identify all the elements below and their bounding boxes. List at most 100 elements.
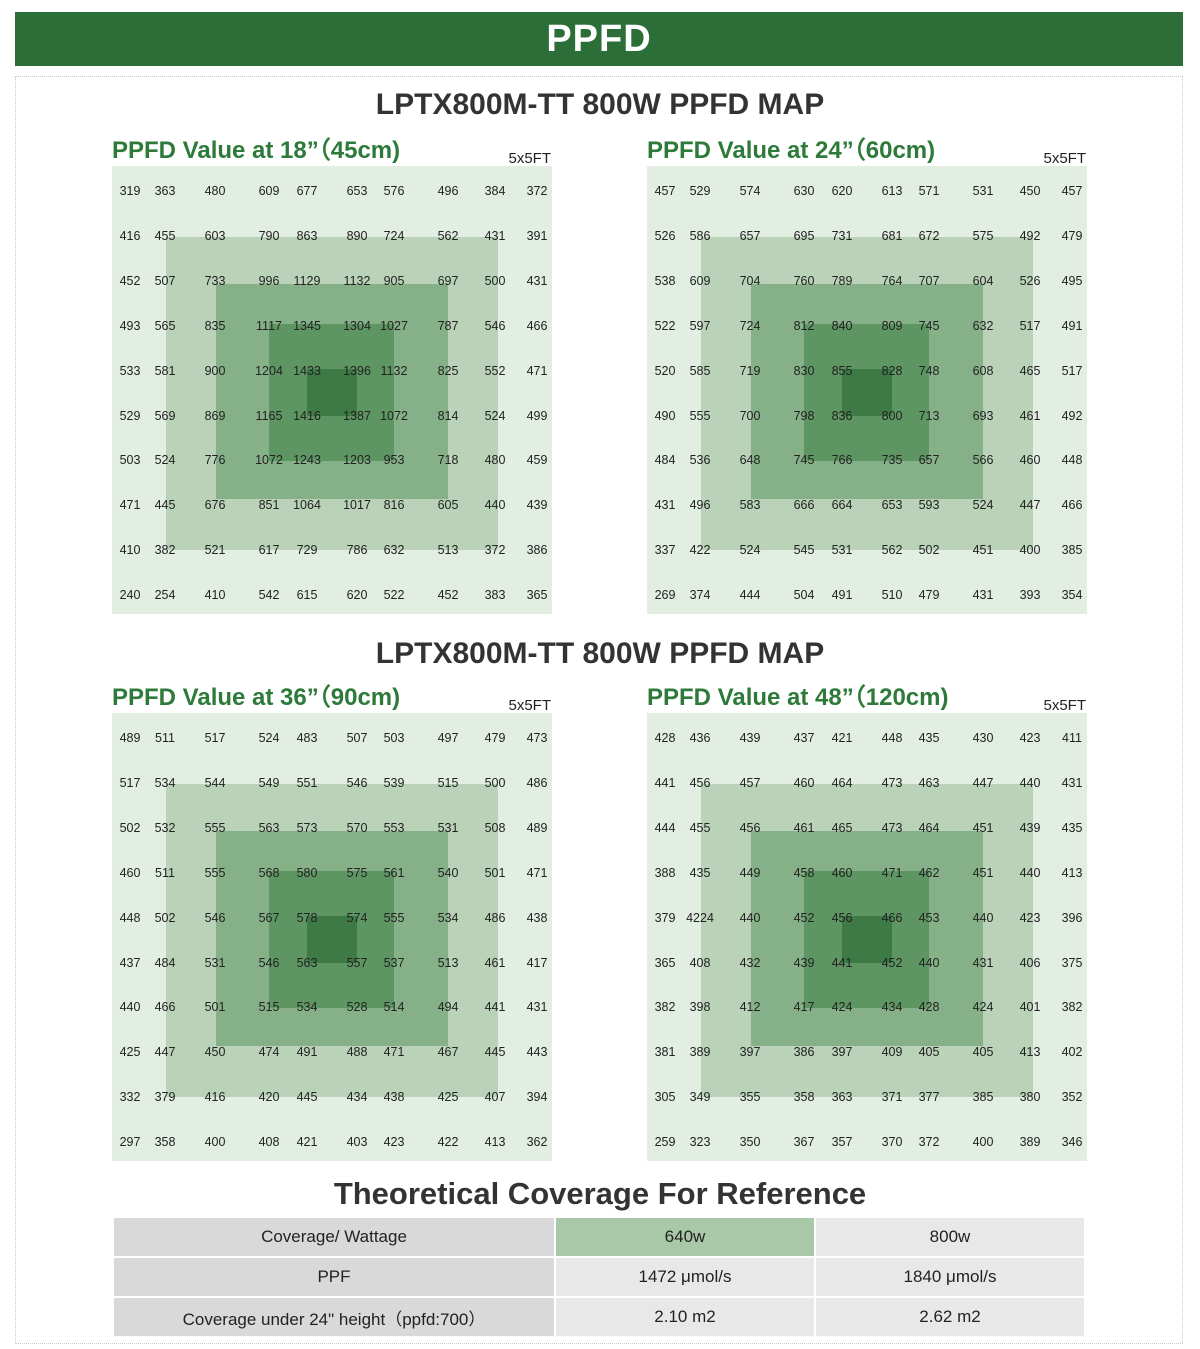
ppfd-value-cell: 438 [383,1090,405,1104]
ppfd-value-cell: 729 [296,543,318,557]
ppfd-value-cell: 409 [881,1045,903,1059]
ppfd-value-cell: 538 [654,274,676,288]
ppfd-value-cell: 653 [346,184,368,198]
ppfd-value-cell: 836 [831,409,853,423]
ppfd-value-cell: 855 [831,364,853,378]
ppfd-value-cell: 319 [119,184,141,198]
ppfd-value-cell: 463 [918,776,940,790]
ppfd-value-cell: 786 [346,543,368,557]
ppfd-value-cell: 653 [881,498,903,512]
ppfd-value-cell: 565 [154,319,176,333]
ppfd-value-cell: 489 [119,731,141,745]
ppfd-value-cell: 460 [831,866,853,880]
ppfd-value-cell: 444 [739,588,761,602]
ppfd-value-cell: 562 [881,543,903,557]
ppfd-value-cell: 464 [918,821,940,835]
heatmap-intensity-zone-4 [307,369,357,416]
ppfd-value-cell: 385 [972,1090,994,1104]
ppfd-value-cell: 447 [972,776,994,790]
ppfd-value-cell: 452 [119,274,141,288]
ppfd-value-cell: 431 [972,588,994,602]
ppfd-value-cell: 425 [437,1090,459,1104]
ppfd-value-cell: 424 [831,1000,853,1014]
ppfd-value-cell: 382 [654,1000,676,1014]
ppfd-value-cell: 473 [881,821,903,835]
ppfd-value-cell: 381 [654,1045,676,1059]
coverage-row-ppf: PPF 1472 μmol/s 1840 μmol/s [112,1256,1086,1298]
ppfd-value-cell: 693 [972,409,994,423]
ppfd-value-cell: 439 [526,498,548,512]
ppfd-value-cell: 583 [739,498,761,512]
ppfd-value-cell: 337 [654,543,676,557]
ppfd-value-cell: 450 [204,1045,226,1059]
ppfd-value-cell: 1433 [293,364,321,378]
ppfd-value-cell: 416 [204,1090,226,1104]
ppfd-value-cell: 386 [526,543,548,557]
ppfd-value-cell: 398 [689,1000,711,1014]
ppfd-value-cell: 499 [526,409,548,423]
ppfd-value-cell: 615 [296,588,318,602]
ppfd-value-cell: 346 [1061,1135,1083,1149]
ppfd-value-cell: 440 [1019,776,1041,790]
ppfd-value-cell: 672 [918,229,940,243]
ppfd-value-cell: 586 [689,229,711,243]
ppfd-value-cell: 254 [154,588,176,602]
ppfd-value-cell: 502 [154,911,176,925]
ppfd-value-cell: 570 [346,821,368,835]
ppfd-value-cell: 790 [258,229,280,243]
ppfd-value-cell: 700 [739,409,761,423]
ppfd-value-cell: 534 [437,911,459,925]
ppfd-value-cell: 1072 [380,409,408,423]
ppfd-value-cell: 731 [831,229,853,243]
ppfd-value-cell: 417 [526,956,548,970]
ppfd-value-cell: 349 [689,1090,711,1104]
ppfd-value-cell: 486 [526,776,548,790]
ppfd-value-cell: 825 [437,364,459,378]
ppfd-value-cell: 534 [296,1000,318,1014]
ppfd-value-cell: 421 [831,731,853,745]
ppfd-value-cell: 458 [793,866,815,880]
ppfd-value-cell: 332 [119,1090,141,1104]
ppfd-value-cell: 511 [155,731,175,745]
coverage-ppf-label: PPF [112,1256,556,1298]
ppfd-value-cell: 1304 [343,319,371,333]
ppfd-value-cell: 350 [739,1135,761,1149]
ppfd-value-cell: 455 [154,229,176,243]
ppfd-value-cell: 379 [654,911,676,925]
ppfd-value-cell: 733 [204,274,226,288]
ppfd-heatmap-24in: 457 529 574 630 620 613 571 531 450 457 526 586 657 6… [647,166,1087,614]
ppfd-value-cell: 447 [154,1045,176,1059]
ppfd-value-cell: 466 [1061,498,1083,512]
ppfd-value-cell: 371 [881,1090,903,1104]
ppfd-value-cell: 561 [383,866,405,880]
ppfd-value-cell: 358 [793,1090,815,1104]
ppfd-value-cell: 500 [484,776,506,790]
ppfd-value-cell: 492 [1061,409,1083,423]
ppfd-value-cell: 532 [154,821,176,835]
ppfd-value-cell: 488 [346,1045,368,1059]
ppfd-value-cell: 1165 [255,409,283,423]
ppfd-value-cell: 531 [204,956,226,970]
page-header: PPFD [15,12,1183,66]
ppfd-value-cell: 388 [654,866,676,880]
ppfd-value-cell: 397 [831,1045,853,1059]
coverage-table: Coverage/ Wattage 640w 800w PPF 1472 μmo… [112,1216,1086,1338]
ppfd-value-cell: 517 [204,731,226,745]
ppfd-value-cell: 466 [526,319,548,333]
ppfd-value-cell: 431 [972,956,994,970]
ppfd-value-cell: 385 [1061,543,1083,557]
ppfd-value-cell: 492 [1019,229,1041,243]
ppfd-value-cell: 440 [739,911,761,925]
ppfd-value-cell: 568 [258,866,280,880]
ppfd-value-cell: 529 [689,184,711,198]
ppfd-value-cell: 905 [383,274,405,288]
ppfd-value-cell: 608 [972,364,994,378]
ppfd-value-cell: 524 [739,543,761,557]
ppfd-value-cell: 890 [346,229,368,243]
ppfd-value-cell: 500 [484,274,506,288]
ppfd-value-cell: 440 [119,1000,141,1014]
ppfd-value-cell: 524 [484,409,506,423]
ppfd-value-cell: 719 [739,364,761,378]
ppfd-value-cell: 445 [296,1090,318,1104]
ppfd-value-cell: 397 [739,1045,761,1059]
